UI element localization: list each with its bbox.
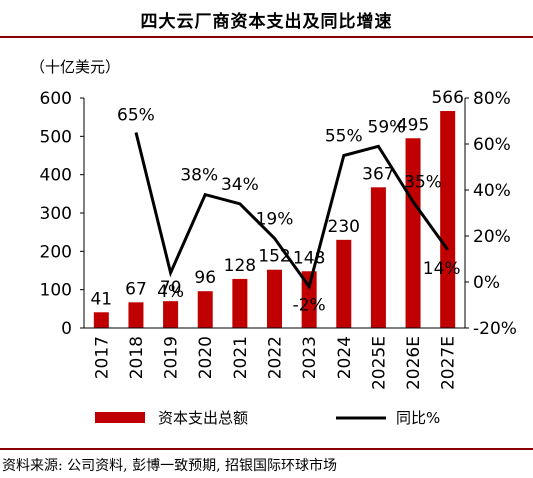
right-tick-label: 20% <box>473 227 511 247</box>
bar-2020 <box>197 291 213 328</box>
bars-group <box>93 111 456 329</box>
left-tick-label: 100 <box>40 281 72 301</box>
source-bar: 资料来源: 公司资料, 彭博一致预期, 招银国际环球市场 <box>0 448 533 478</box>
right-tick-label: 0% <box>473 273 500 293</box>
bar-2024 <box>336 239 352 328</box>
line-value-label: 55% <box>325 127 363 147</box>
bar-value-label: 566 <box>431 88 463 108</box>
source-note: 资料来源: 公司资料, 彭博一致预期, 招银国际环球市场 <box>2 458 337 474</box>
legend-bar-label: 资本支出总额 <box>158 409 248 427</box>
line-value-label: 34% <box>221 175 259 195</box>
category-label: 2026E <box>404 336 424 390</box>
bar-value-label: 67 <box>125 279 147 299</box>
bar-value-label: 128 <box>224 256 256 276</box>
category-label: 2021 <box>231 336 251 379</box>
left-tick-label: 400 <box>40 166 72 186</box>
bar-value-label: 148 <box>293 248 325 268</box>
bar-value-label: 495 <box>397 115 429 135</box>
growth-line <box>134 132 449 291</box>
bar-2019 <box>163 301 179 328</box>
bar-value-label: 96 <box>194 268 216 288</box>
line-value-label: 35% <box>404 173 442 193</box>
category-label: 2025E <box>369 336 389 390</box>
category-label: 2018 <box>127 336 147 379</box>
chart-title: 四大云厂商资本支出及同比增速 <box>140 12 393 32</box>
legend: 资本支出总额 同比% <box>95 409 440 427</box>
category-label: 2023 <box>300 336 320 379</box>
line-value-label: 4% <box>157 282 184 302</box>
category-label: 2027E <box>439 336 459 390</box>
line-value-label: 65% <box>117 106 155 126</box>
bar-value-label: 41 <box>90 289 112 309</box>
left-tick-label: 300 <box>40 204 72 224</box>
bar-value-label: 230 <box>328 217 360 237</box>
bar-2023 <box>301 271 317 328</box>
legend-bar-swatch <box>95 412 145 423</box>
bar-value-label: 70 <box>160 278 182 298</box>
bar-2025E <box>370 187 386 328</box>
line-value-label: 59% <box>368 117 406 137</box>
category-label: 2017 <box>92 336 112 379</box>
axes-group: 0 100 200 300 400 500 600 -20% 0% 20% 40% 60% 80% 201… <box>40 89 517 390</box>
category-label: 2024 <box>335 336 355 379</box>
bar-2027E <box>440 111 456 329</box>
chart-area: 0 100 200 300 400 500 600 -20% 0% 20% 40% 60% 80% 201… <box>40 88 517 427</box>
bar-value-label: 367 <box>362 164 394 184</box>
right-tick-label: 40% <box>473 181 511 201</box>
right-tick-label: 60% <box>473 135 511 155</box>
bar-2026E <box>405 138 421 328</box>
bar-2018 <box>128 302 144 328</box>
line-value-label: -2% <box>293 296 326 316</box>
left-tick-label: 0 <box>61 319 72 339</box>
right-tick-label: 80% <box>473 89 511 109</box>
legend-line-label: 同比% <box>396 409 440 427</box>
right-tick-label: -20% <box>473 319 517 339</box>
left-tick-label: 600 <box>40 89 72 109</box>
line-value-label: 19% <box>256 209 294 229</box>
line-value-label: 14% <box>423 259 461 279</box>
unit-label: （十亿美元） <box>30 58 121 76</box>
category-label: 2020 <box>196 336 216 379</box>
left-tick-label: 500 <box>40 127 72 147</box>
bar-2017 <box>93 312 109 328</box>
line-value-label: 38% <box>180 166 218 186</box>
category-label: 2022 <box>266 336 286 379</box>
left-tick-label: 200 <box>40 242 72 262</box>
category-label: 2019 <box>162 336 182 379</box>
bar-2022 <box>267 269 282 328</box>
bar-2021 <box>232 278 248 328</box>
growth-line-group <box>134 132 449 291</box>
title-bar: 四大云厂商资本支出及同比增速 <box>0 0 533 38</box>
bar-value-label: 152 <box>258 247 290 267</box>
